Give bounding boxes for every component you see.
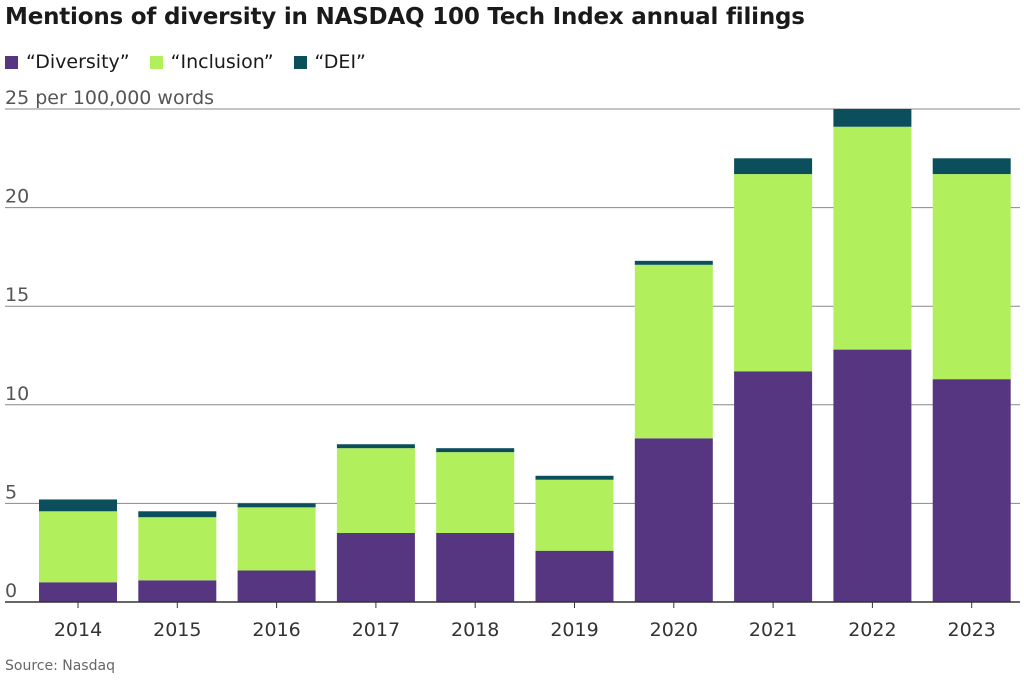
- bar-layer: [39, 109, 1011, 602]
- x-tick-label-2014: 2014: [54, 619, 102, 641]
- bar-diversity-2022: [833, 349, 912, 602]
- bar-inclusion-2022: [833, 126, 912, 350]
- x-tick-label-2023: 2023: [948, 619, 996, 641]
- legend-label-inclusion: “Inclusion”: [170, 51, 274, 73]
- legend-item-dei: “DEI”: [293, 51, 366, 73]
- bar-inclusion-2016: [237, 507, 316, 571]
- legend-item-inclusion: “Inclusion”: [149, 51, 274, 73]
- bar-inclusion-2018: [436, 452, 515, 533]
- bar-dei-2015: [138, 511, 217, 518]
- chart-title: Mentions of diversity in NASDAQ 100 Tech…: [5, 4, 805, 30]
- y-tick-label-0: 0: [5, 580, 17, 602]
- bar-inclusion-2017: [336, 448, 415, 533]
- bar-dei-2014: [39, 499, 117, 512]
- bar-diversity-2017: [336, 532, 415, 602]
- y-tick-label-15: 15: [5, 284, 29, 306]
- x-tick-label-2017: 2017: [352, 619, 400, 641]
- bar-dei-2018: [436, 448, 515, 453]
- bar-dei-2022: [833, 109, 912, 127]
- x-tick-label-2021: 2021: [749, 619, 797, 641]
- legend-label-diversity: “Diversity”: [26, 51, 130, 73]
- x-tick-label-2019: 2019: [550, 619, 598, 641]
- x-tick-label-2015: 2015: [153, 619, 201, 641]
- y-tick-label-20: 20: [5, 186, 29, 208]
- bar-inclusion-2020: [634, 264, 713, 439]
- x-tick-label-2020: 2020: [650, 619, 698, 641]
- bar-dei-2019: [535, 475, 614, 480]
- legend-swatch-inclusion: [149, 55, 163, 69]
- bar-diversity-2021: [734, 371, 813, 602]
- legend: “Diversity” “Inclusion” “DEI”: [5, 51, 386, 73]
- legend-label-dei: “DEI”: [314, 51, 366, 73]
- bar-dei-2023: [932, 158, 1011, 175]
- bar-dei-2020: [634, 260, 713, 265]
- x-tick-label-2018: 2018: [451, 619, 499, 641]
- bar-inclusion-2014: [39, 511, 117, 583]
- legend-item-diversity: “Diversity”: [5, 51, 130, 73]
- axis-layer: 0 5 10 15 20 25 per 100,000 words 2014 2015 2016…: [5, 87, 1020, 641]
- stacked-bar-chart: 0 5 10 15 20 25 per 100,000 words 2014 2015 2016…: [5, 87, 1020, 641]
- legend-swatch-diversity: [5, 55, 18, 69]
- bar-diversity-2023: [932, 379, 1011, 602]
- bar-inclusion-2019: [535, 479, 614, 551]
- bar-diversity-2014: [39, 582, 117, 602]
- y-tick-label-5: 5: [5, 481, 17, 503]
- bar-diversity-2019: [535, 550, 614, 602]
- x-tick-label-2016: 2016: [252, 619, 300, 641]
- bar-inclusion-2015: [138, 517, 217, 581]
- bar-dei-2016: [237, 503, 316, 508]
- source-note: Source: Nasdaq: [5, 658, 115, 674]
- bar-inclusion-2023: [932, 174, 1011, 380]
- bar-diversity-2016: [237, 570, 316, 602]
- bar-diversity-2015: [138, 580, 217, 602]
- bar-inclusion-2021: [734, 174, 813, 372]
- y-tick-label-25: 25 per 100,000 words: [5, 87, 214, 109]
- legend-swatch-dei: [293, 55, 307, 69]
- y-tick-label-10: 10: [5, 383, 29, 405]
- bar-diversity-2020: [634, 438, 713, 602]
- bar-dei-2021: [734, 158, 813, 175]
- x-tick-label-2022: 2022: [848, 619, 896, 641]
- bar-diversity-2018: [436, 532, 515, 602]
- bar-dei-2017: [336, 444, 415, 449]
